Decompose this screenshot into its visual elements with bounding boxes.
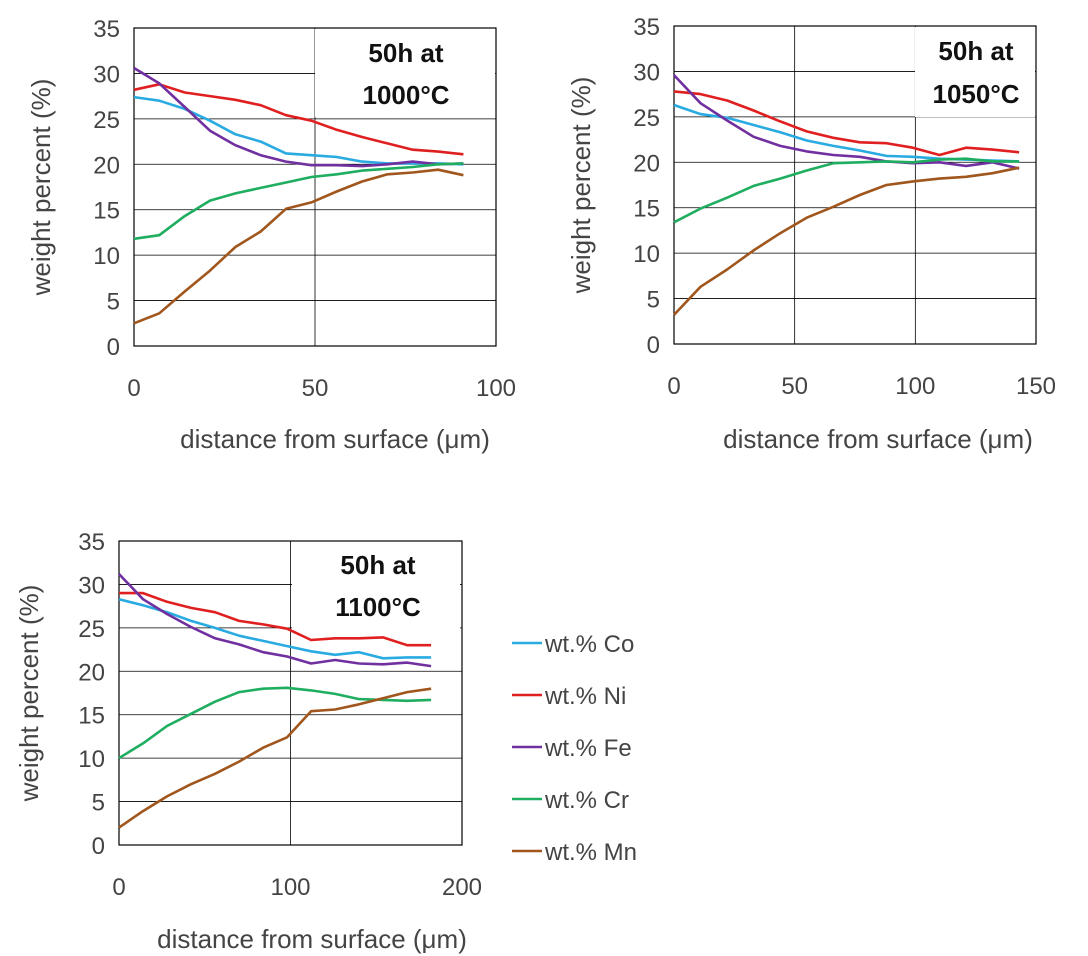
series-line-mn <box>133 168 464 325</box>
tick-labels: 0 5 10 15 20 25 30 35 0 50 100 <box>93 16 516 402</box>
annotation-line1: 50h at <box>938 36 1013 66</box>
series-line-ni <box>673 90 1020 157</box>
legend-label-cr: wt.% Cr <box>544 787 629 814</box>
series-line-fe <box>118 573 432 668</box>
y-tick-label: 35 <box>93 16 120 43</box>
x-axis-label: distance from surface (μm) <box>180 424 490 454</box>
chart-panel-1100c: 0 5 10 15 20 25 30 35 0 100 200 50h at 1100°C dist… <box>14 529 482 954</box>
annotation-line1: 50h at <box>368 38 443 68</box>
series-line-mn <box>118 687 432 829</box>
series-lines <box>673 74 1020 316</box>
tick-labels: 0 5 10 15 20 25 30 35 0 50 100 150 <box>633 14 1056 400</box>
y-tick-label: 0 <box>92 833 105 860</box>
x-tick-label: 0 <box>112 874 125 901</box>
y-tick-label: 10 <box>93 243 120 270</box>
y-tick-label: 20 <box>93 152 120 179</box>
y-tick-label: 0 <box>647 332 660 359</box>
tick-labels: 0 5 10 15 20 25 30 35 0 100 200 <box>78 529 482 901</box>
y-tick-label: 15 <box>633 196 660 223</box>
y-tick-label: 15 <box>93 198 120 225</box>
series-lines <box>133 66 464 325</box>
y-tick-label: 20 <box>633 150 660 177</box>
y-tick-label: 10 <box>633 241 660 268</box>
y-tick-label: 10 <box>78 746 105 773</box>
y-tick-label: 5 <box>107 289 120 316</box>
y-tick-label: 30 <box>93 61 120 88</box>
x-tick-label: 50 <box>781 373 808 400</box>
legend-label-mn: wt.% Mn <box>544 839 637 866</box>
y-tick-label: 0 <box>107 334 120 361</box>
y-tick-label: 30 <box>633 59 660 86</box>
series-line-cr <box>673 157 1020 224</box>
y-axis-label: weight percent (%) <box>26 79 56 297</box>
x-tick-label: 100 <box>270 874 310 901</box>
x-tick-label: 0 <box>667 373 680 400</box>
x-tick-label: 50 <box>302 375 329 402</box>
x-axis-label: distance from surface (μm) <box>723 424 1033 454</box>
legend-label-co: wt.% Co <box>544 631 634 658</box>
series-line-co <box>118 597 432 660</box>
legend: wt.% Co wt.% Ni wt.% Fe wt.% Cr wt.% Mn <box>512 631 637 866</box>
x-tick-label: 200 <box>442 874 482 901</box>
legend-label-fe: wt.% Fe <box>544 735 632 762</box>
y-tick-label: 5 <box>92 790 105 817</box>
chart-panel-1000c: 0 5 10 15 20 25 30 35 0 50 100 50h at 1000°C dista… <box>26 16 516 454</box>
y-tick-label: 5 <box>647 287 660 314</box>
y-tick-label: 25 <box>78 616 105 643</box>
y-tick-label: 25 <box>633 105 660 132</box>
y-axis-label: weight percent (%) <box>14 585 44 803</box>
x-tick-label: 150 <box>1016 373 1056 400</box>
x-tick-label: 100 <box>476 375 516 402</box>
y-tick-label: 20 <box>78 659 105 686</box>
series-line-cr <box>133 162 464 241</box>
annotation-box <box>292 542 460 630</box>
x-axis-label: distance from surface (μm) <box>157 924 467 954</box>
series-line-ni <box>119 591 432 647</box>
series-line-ni <box>133 83 464 156</box>
y-tick-label: 25 <box>93 107 120 134</box>
annotation-line2: 1050°C <box>932 79 1019 109</box>
y-tick-label: 35 <box>633 14 660 41</box>
annotation-line1: 50h at <box>340 550 415 580</box>
x-tick-label: 0 <box>127 375 140 402</box>
annotation-line2: 1100°C <box>335 592 421 622</box>
series-line-fe <box>673 74 1020 170</box>
x-tick-label: 100 <box>895 373 935 400</box>
y-tick-label: 30 <box>78 572 105 599</box>
y-tick-label: 15 <box>78 703 105 730</box>
series-line-fe <box>133 66 464 168</box>
series-lines <box>118 573 432 829</box>
y-axis-label: weight percent (%) <box>566 77 596 295</box>
annotation-box <box>915 27 1035 117</box>
chart-panel-1050c: 0 5 10 15 20 25 30 35 0 50 100 150 50h at 1050°C di… <box>566 14 1056 454</box>
y-tick-label: 35 <box>78 529 105 556</box>
series-line-mn <box>673 166 1020 316</box>
annotation-box <box>315 29 495 117</box>
annotation-line2: 1000°C <box>362 80 449 110</box>
legend-label-ni: wt.% Ni <box>544 683 626 710</box>
